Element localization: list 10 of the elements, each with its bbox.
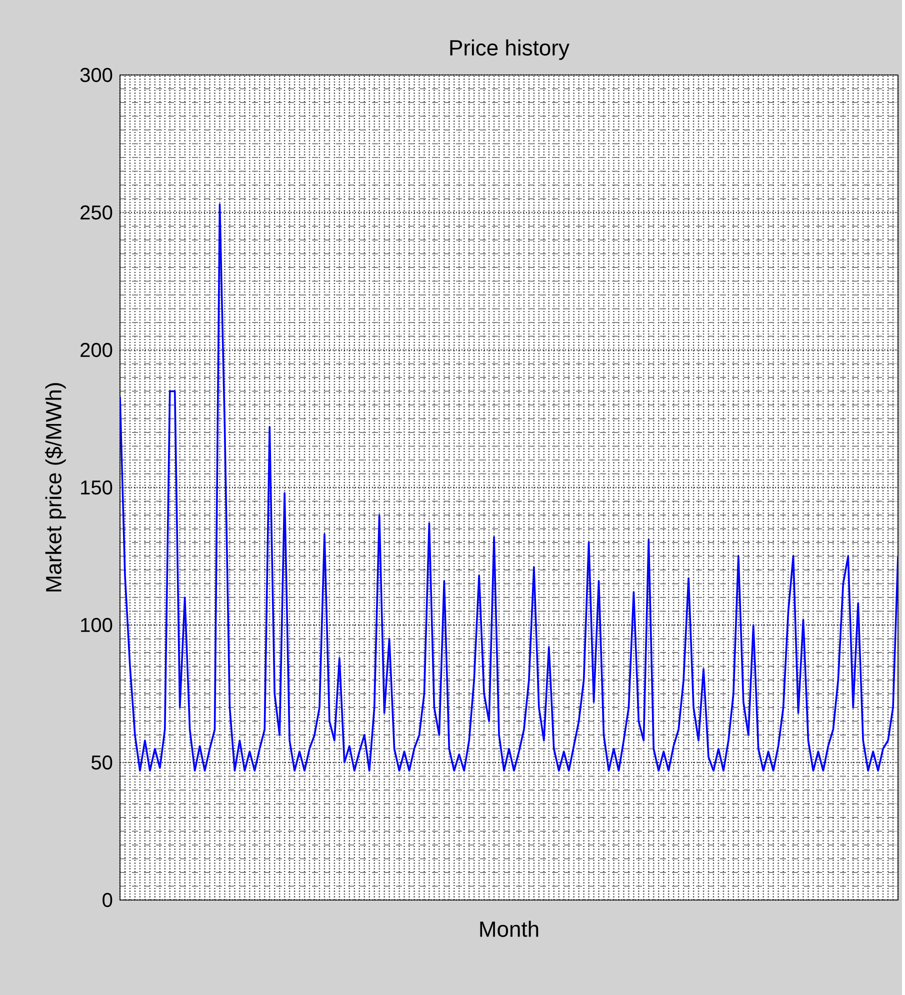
y-tick-label: 0 [102,892,112,908]
chart-title: Price history [450,39,570,60]
y-tick-label: 300 [80,68,112,82]
y-axis-title: Market price ($/MWh) [45,383,66,592]
y-tick-label: 150 [81,480,112,495]
y-tick-label: 100 [81,618,112,632]
x-axis-title: Month [480,920,538,937]
y-tick-label: 50 [92,755,112,770]
y-tick-label: 200 [80,342,112,358]
y-tick-label: 250 [80,205,112,220]
